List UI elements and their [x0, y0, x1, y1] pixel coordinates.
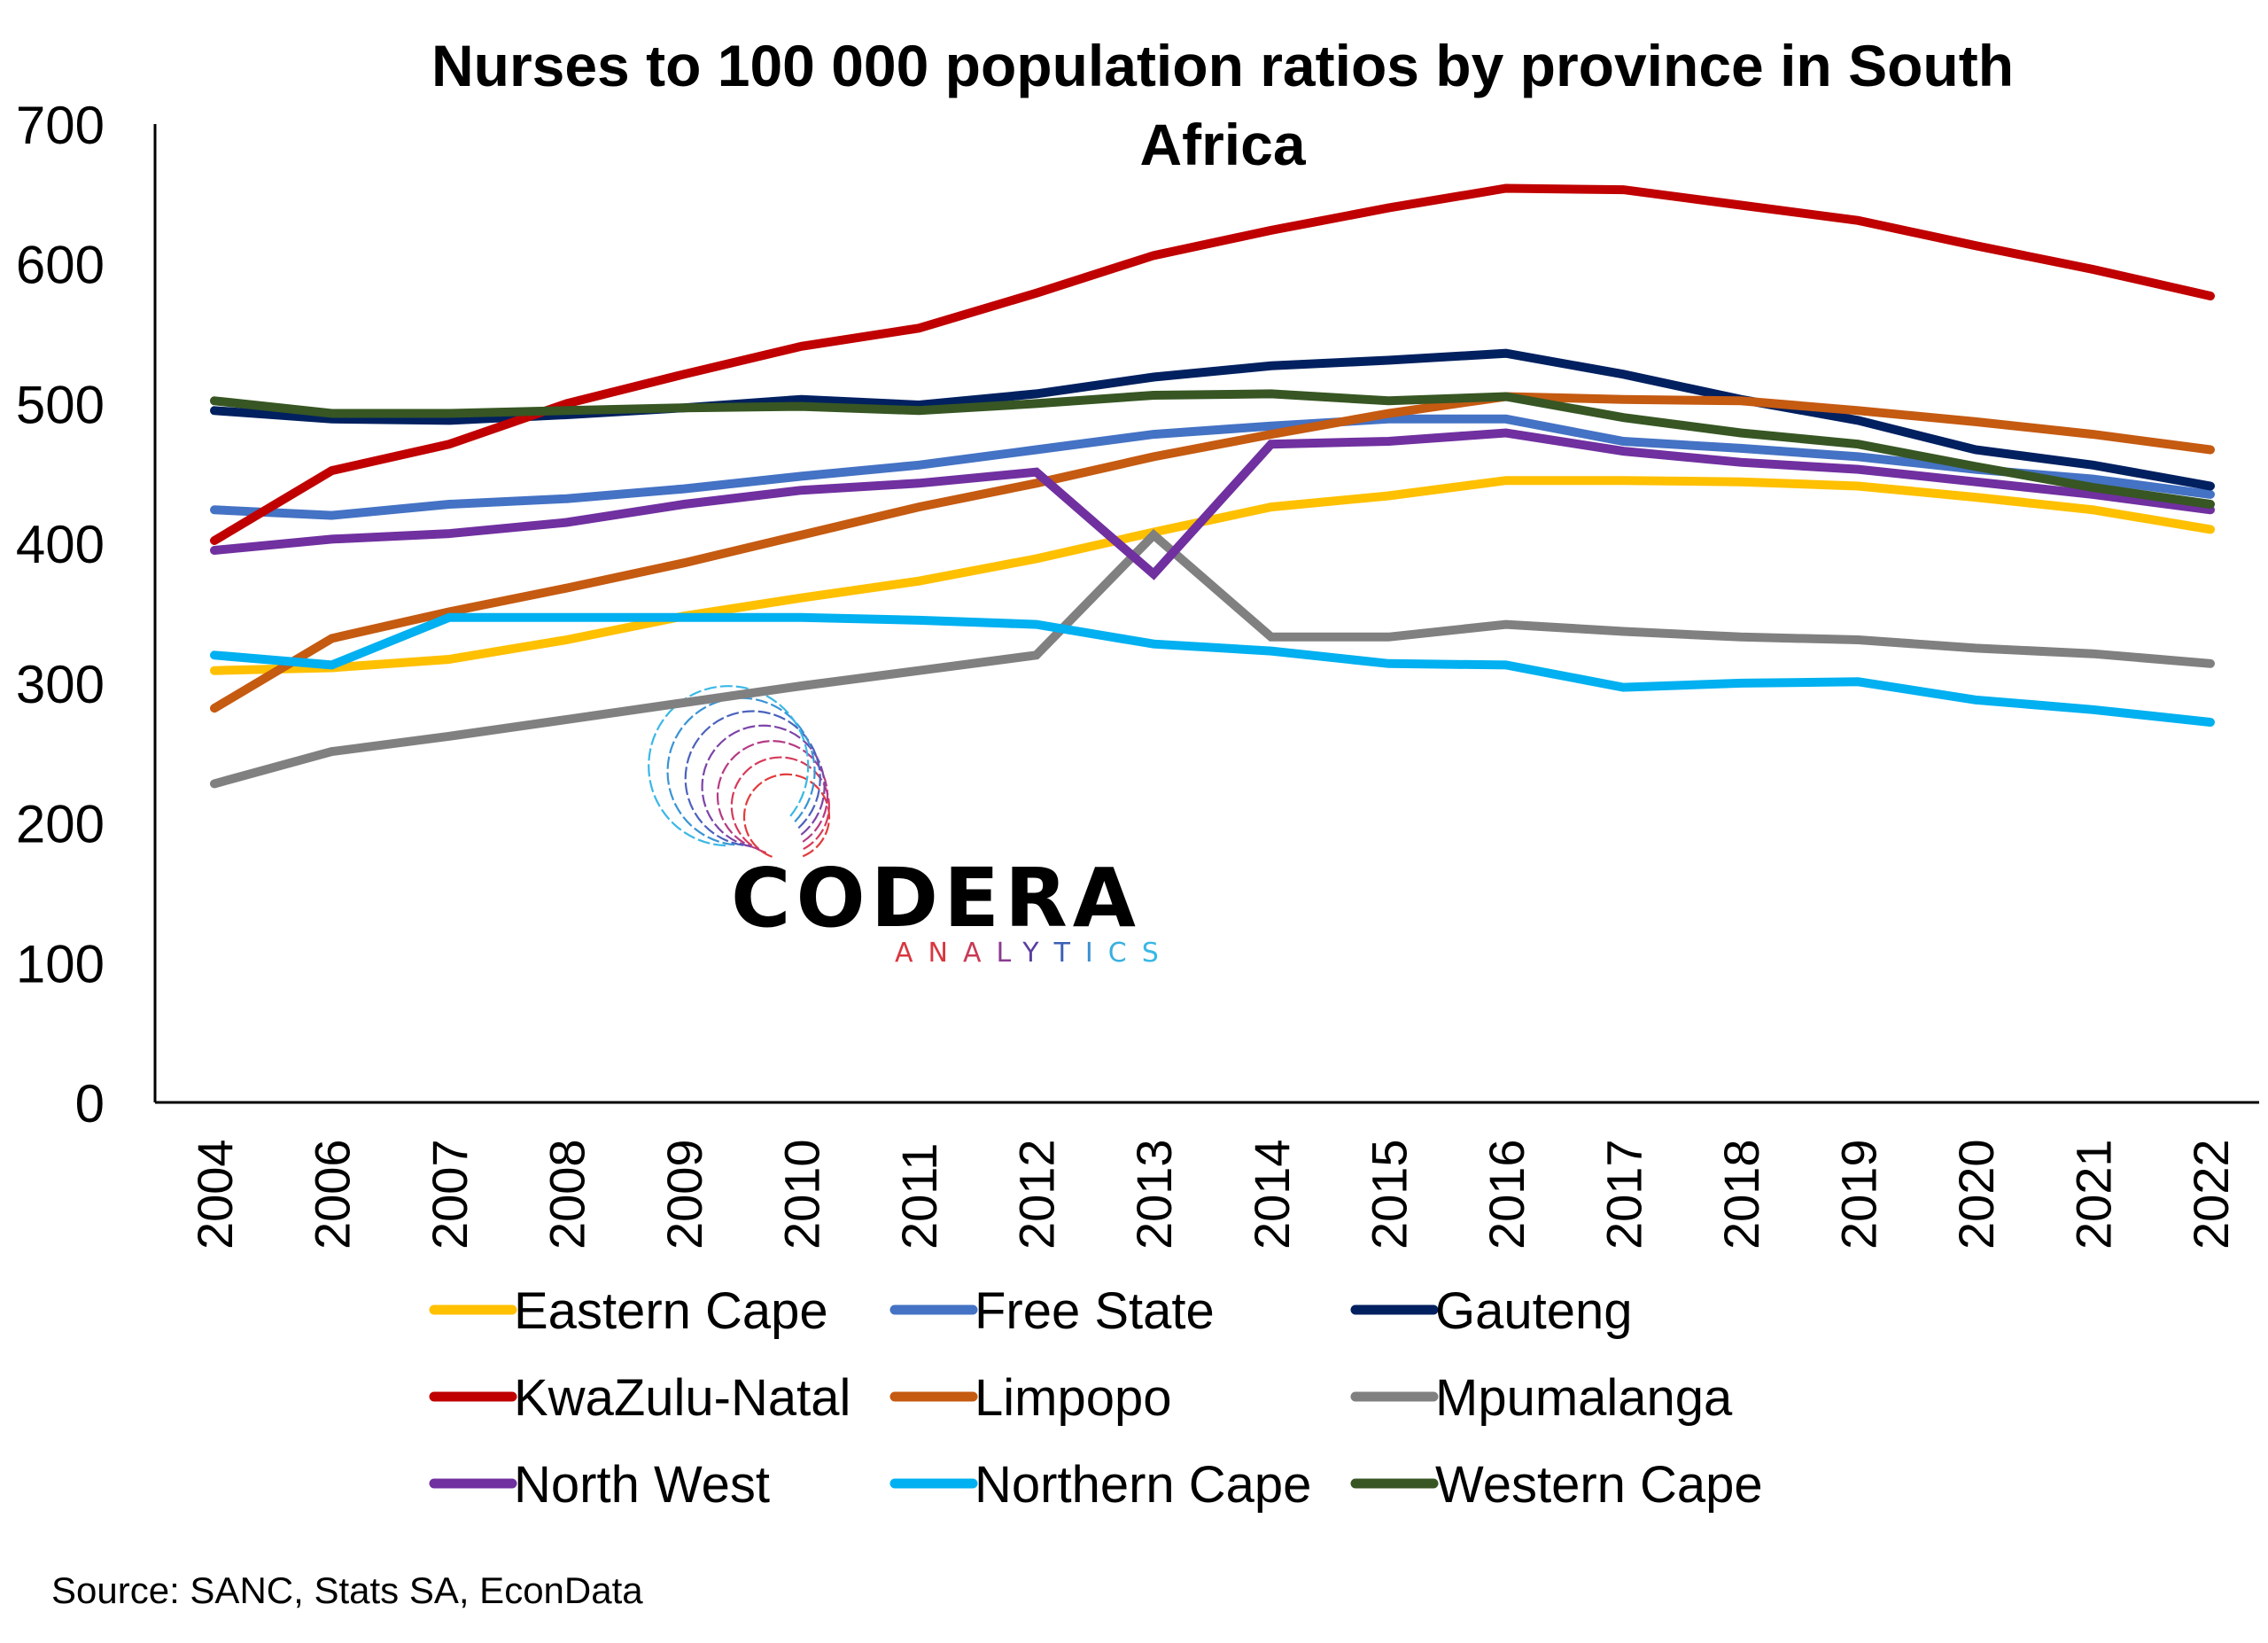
x-tick-label: 2012 — [1009, 1139, 1065, 1250]
series-line — [210, 348, 2215, 491]
chart-title: Nurses to 100 000 population ratios by p… — [431, 33, 2014, 177]
x-tick-label: 2011 — [891, 1143, 947, 1250]
legend-label: KwaZulu-Natal — [514, 1369, 850, 1427]
logo-arc — [730, 756, 830, 854]
series-line — [210, 414, 2215, 520]
x-tick-label: 2020 — [1948, 1139, 2004, 1250]
series-mpumalanga — [210, 528, 2215, 789]
logo-arc — [716, 740, 829, 851]
x-tick-label: 2018 — [1713, 1139, 1769, 1250]
series-line — [210, 528, 2215, 789]
series-line — [210, 389, 2215, 509]
x-tick-label: 2022 — [2183, 1139, 2239, 1250]
x-tick-label: 2021 — [2065, 1139, 2121, 1250]
x-tick-label: 2013 — [1126, 1139, 1182, 1250]
x-tick-label: 2019 — [1830, 1139, 1886, 1250]
x-tick-label: 2007 — [422, 1139, 478, 1250]
x-tick-label: 2008 — [540, 1139, 595, 1250]
logo-arc — [701, 724, 826, 848]
legend-label: Gauteng — [1435, 1282, 1633, 1340]
y-tick-label: 300 — [16, 655, 105, 714]
series-line — [210, 428, 2215, 580]
y-tick-label: 0 — [75, 1074, 105, 1133]
legend-item: Gauteng — [1350, 1282, 1633, 1340]
legend: Eastern Cape Free State Gauteng KwaZulu-Nat… — [429, 1282, 1763, 1514]
legend-item: Northern Cape — [889, 1456, 1311, 1514]
x-tick-label: 2004 — [187, 1139, 243, 1250]
x-tick-label: 2009 — [656, 1139, 712, 1250]
y-tick-label: 100 — [16, 934, 105, 993]
legend-label: Free State — [975, 1282, 1215, 1340]
logo-arc — [648, 685, 810, 847]
logo-arc — [742, 773, 831, 858]
series-free-state — [210, 414, 2215, 520]
legend-label: Northern Cape — [975, 1456, 1311, 1514]
series-lines — [210, 183, 2215, 789]
series-line — [210, 392, 2215, 713]
series-limpopo — [210, 392, 2215, 713]
logo-circuit-icon — [648, 685, 831, 858]
legend-label: Western Cape — [1435, 1456, 1763, 1514]
y-tick-label: 500 — [16, 375, 105, 434]
legend-label: North West — [514, 1456, 770, 1514]
y-axis-ticks: 0 100 200 300 400 500 600 700 — [16, 96, 105, 1133]
logo-wordmark: CODERA — [731, 851, 1141, 946]
legend-label: Mpumalanga — [1435, 1369, 1733, 1427]
x-tick-label: 2010 — [774, 1139, 830, 1250]
x-tick-label: 2014 — [1244, 1139, 1300, 1250]
series-line — [210, 476, 2215, 675]
series-north-west — [210, 428, 2215, 580]
y-tick-label: 600 — [16, 236, 105, 295]
x-tick-label: 2006 — [305, 1139, 361, 1250]
legend-item: Eastern Cape — [429, 1282, 828, 1340]
y-tick-label: 700 — [16, 96, 105, 155]
x-tick-label: 2017 — [1596, 1139, 1651, 1250]
source-note: Source: SANC, Stats SA, EconData — [51, 1569, 643, 1611]
legend-item: Western Cape — [1350, 1456, 1763, 1514]
chart-title-line-1: Nurses to 100 000 population ratios by p… — [431, 33, 2014, 98]
legend-item: North West — [429, 1456, 770, 1514]
legend-item: Free State — [889, 1282, 1215, 1340]
legend-item: KwaZulu-Natal — [429, 1369, 850, 1427]
legend-item: Mpumalanga — [1350, 1369, 1733, 1427]
logo-tagline: ANALYTICS — [895, 938, 1174, 969]
series-northern-cape — [210, 612, 2215, 727]
logo-arc — [684, 710, 821, 846]
series-line — [210, 612, 2215, 727]
codera-analytics-logo: CODERA ANALYTICS — [648, 685, 1174, 969]
legend-item: Limpopo — [889, 1369, 1171, 1427]
x-tick-label: 2015 — [1361, 1139, 1417, 1250]
x-tick-label: 2016 — [1479, 1139, 1534, 1250]
series-western-cape — [210, 389, 2215, 509]
y-tick-label: 400 — [16, 515, 105, 574]
legend-label: Limpopo — [975, 1369, 1171, 1427]
y-tick-label: 200 — [16, 795, 105, 854]
x-axis-ticks: 2004 2006 2007 2008 2009 2010 2011 2012 2013 2014… — [187, 1139, 2239, 1250]
chart-title-line-2: Africa — [1139, 112, 1306, 177]
legend-label: Eastern Cape — [514, 1282, 828, 1340]
